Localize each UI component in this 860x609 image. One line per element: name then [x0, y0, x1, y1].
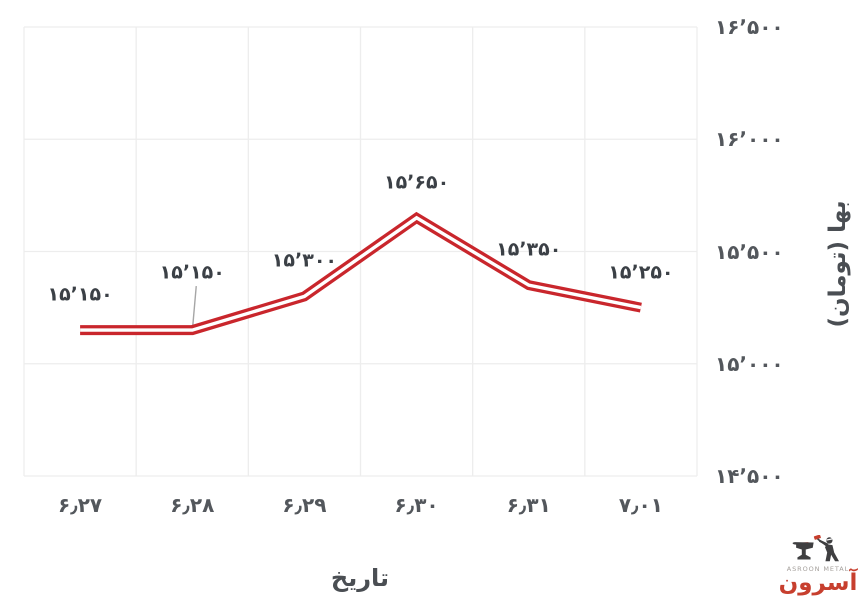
- x-tick-label: ۶٫۲۸: [170, 493, 215, 517]
- y-tick-label: ۱۴٬۵۰۰: [715, 464, 784, 488]
- y-tick-label: ۱۶٬۵۰۰: [715, 15, 784, 39]
- data-point-label: ۱۵٬۳۰۰: [271, 249, 338, 272]
- y-tick-label: ۱۶٬۰۰۰: [715, 127, 784, 152]
- x-tick-label: ۶٫۳۱: [506, 493, 551, 517]
- data-point-label: ۱۵٬۱۵۰: [47, 283, 113, 306]
- y-axis-title: بها (تومان): [825, 200, 851, 328]
- y-tick-label: ۱۵٬۵۰۰: [715, 239, 784, 264]
- brand-name-en: ASROON METAL: [786, 564, 850, 573]
- y-tick-label: ۱۵٬۰۰۰: [715, 351, 784, 376]
- data-point-label: ۱۵٬۲۵۰: [608, 261, 674, 284]
- data-point-label: ۱۵٬۳۵۰: [496, 238, 562, 261]
- brand-logo: ASROON METAL آسرون: [778, 535, 858, 595]
- data-point-label: ۱۵٬۶۵۰: [383, 171, 450, 194]
- x-tick-label: ۷٫۰۱: [618, 493, 663, 517]
- brand-name-fa: آسرون: [778, 570, 858, 596]
- blacksmith-anvil-icon: [792, 535, 839, 562]
- x-tick-label: ۶٫۲۹: [282, 493, 327, 517]
- x-tick-label: ۶٫۲۷: [58, 493, 103, 517]
- price-line-core: [80, 215, 642, 332]
- leader-line: [192, 286, 197, 327]
- x-tick-label: ۶٫۳۰: [394, 493, 439, 517]
- data-point-label: ۱۵٬۱۵۰: [159, 261, 225, 284]
- x-axis-title: تاریخ: [330, 564, 390, 592]
